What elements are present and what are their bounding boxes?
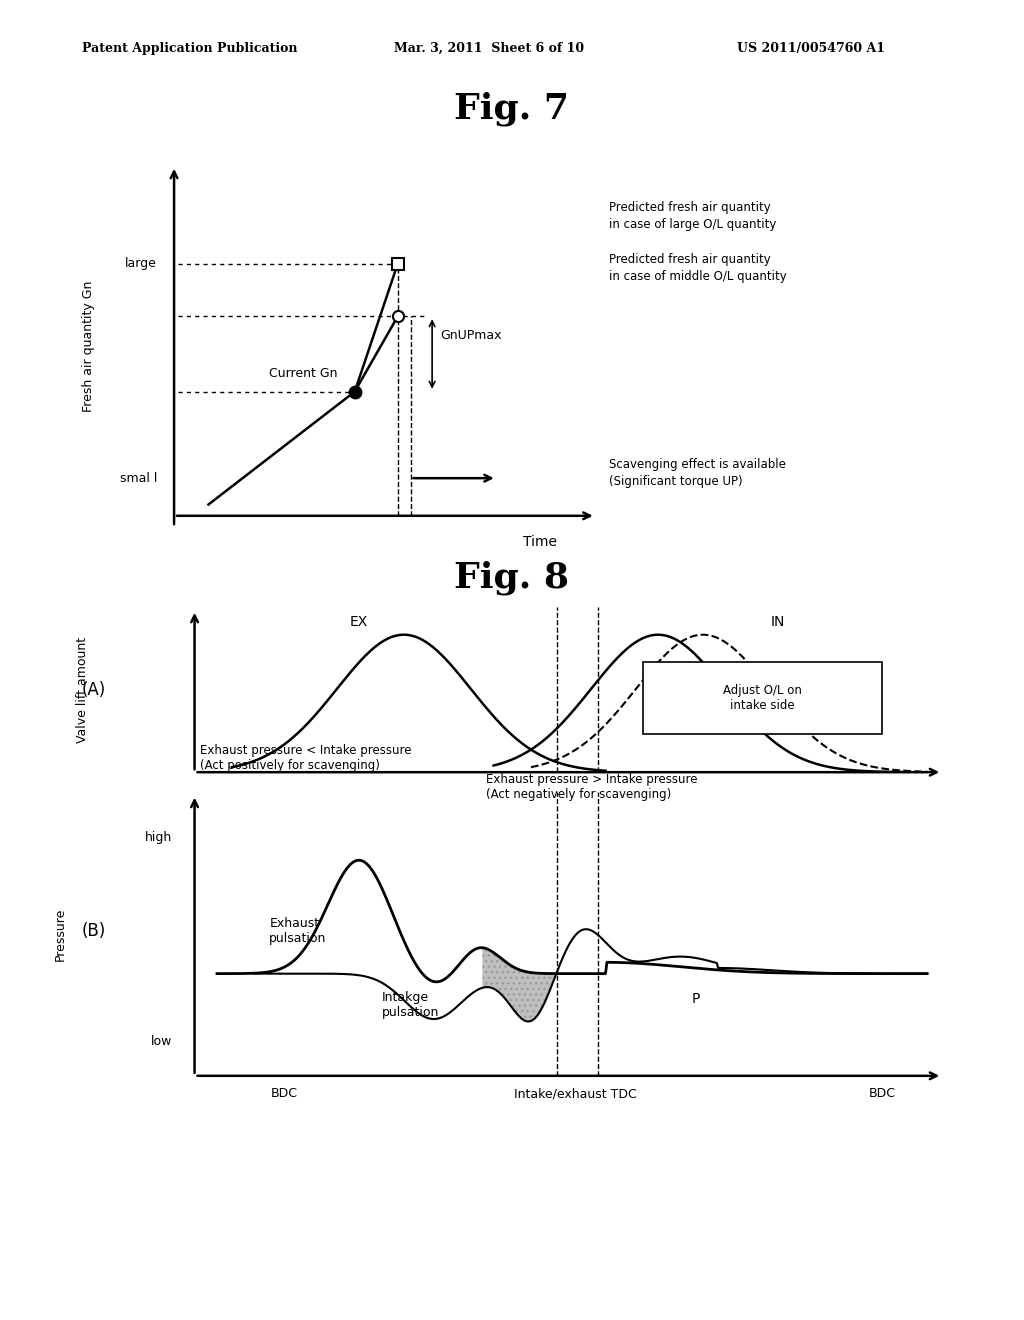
Text: IN: IN [770,615,784,630]
Text: high: high [144,830,172,843]
Text: EX: EX [350,615,369,630]
Text: large: large [125,257,157,271]
Bar [643,663,883,734]
Text: Patent Application Publication: Patent Application Publication [82,42,297,55]
Text: Fresh air quantity Gn: Fresh air quantity Gn [82,281,94,412]
Text: Fig. 8: Fig. 8 [455,561,569,595]
Text: Predicted fresh air quantity
in case of middle O/L quantity: Predicted fresh air quantity in case of … [609,253,787,284]
Text: Predicted fresh air quantity
in case of large O/L quantity: Predicted fresh air quantity in case of … [609,201,776,231]
Text: US 2011/0054760 A1: US 2011/0054760 A1 [737,42,886,55]
Text: BDC: BDC [868,1088,896,1100]
Text: Intake/exhaust TDC: Intake/exhaust TDC [514,1088,637,1100]
Text: smal l: smal l [120,471,157,484]
Text: Scavenging effect is available
(Significant torque UP): Scavenging effect is available (Signific… [609,458,786,488]
Text: GnUPmax: GnUPmax [440,329,502,342]
Text: Current Gn: Current Gn [269,367,338,380]
Text: Adjust O/L on
intake side: Adjust O/L on intake side [723,684,802,711]
Text: Pressure: Pressure [53,907,67,961]
Text: Mar. 3, 2011  Sheet 6 of 10: Mar. 3, 2011 Sheet 6 of 10 [394,42,585,55]
Text: P: P [691,993,699,1006]
Text: BDC: BDC [270,1088,298,1100]
Text: (B): (B) [82,921,106,940]
Text: low: low [151,1035,172,1048]
Text: Exhaust pressure < Intake pressure
(Act positively for scavenging): Exhaust pressure < Intake pressure (Act … [200,744,412,772]
Text: Intakge
pulsation: Intakge pulsation [381,990,439,1019]
Text: Exhaust
pulsation: Exhaust pulsation [269,917,327,945]
Text: Time: Time [522,535,557,549]
Text: Fig. 7: Fig. 7 [455,92,569,127]
Text: Valve lift amount: Valve lift amount [76,636,89,743]
Text: (A): (A) [82,681,106,700]
Text: Exhaust pressure > Intake pressure
(Act negatively for scavenging): Exhaust pressure > Intake pressure (Act … [486,774,698,801]
